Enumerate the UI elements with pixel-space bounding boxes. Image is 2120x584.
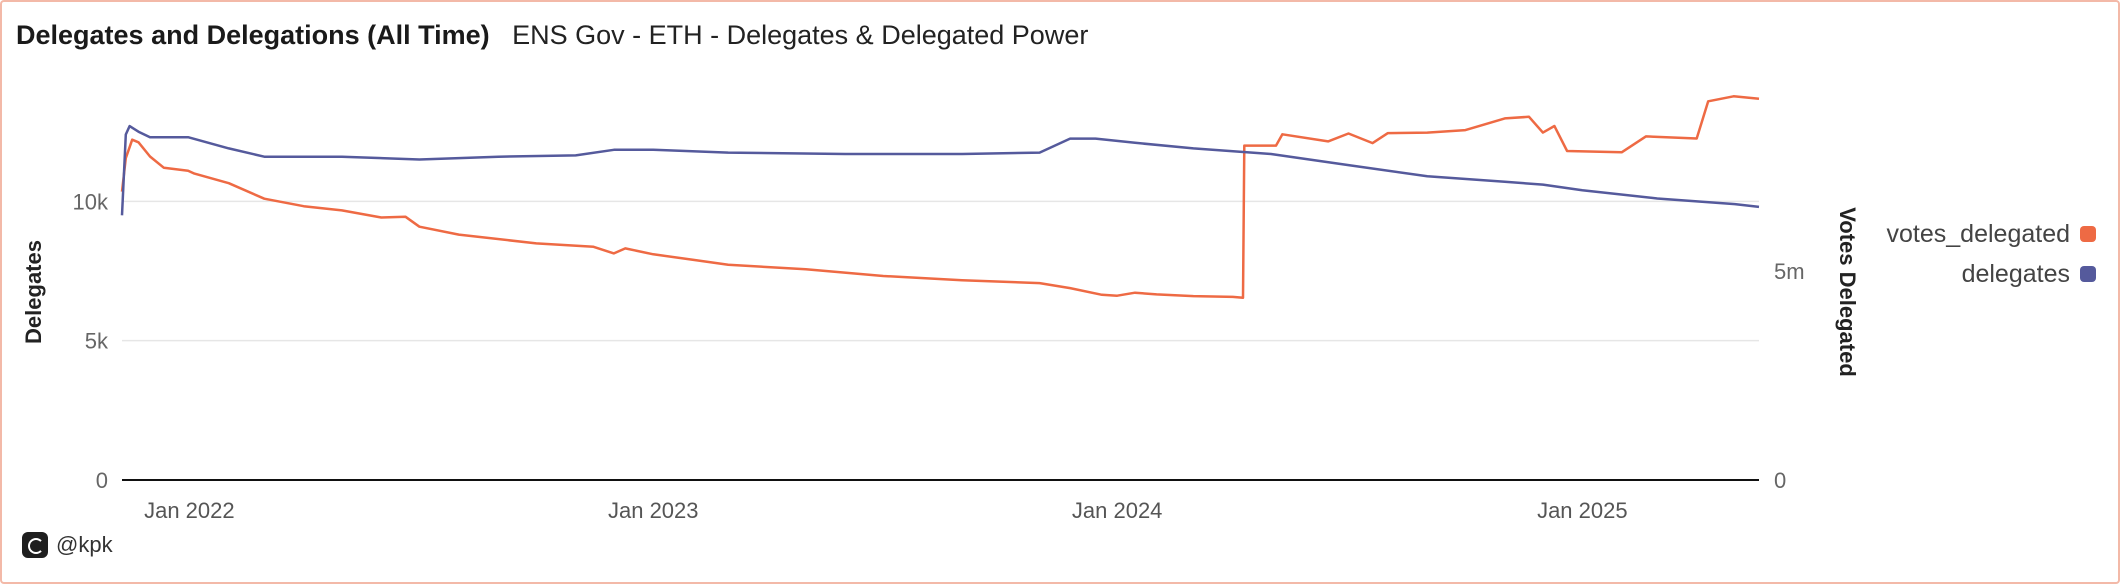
legend: votes_delegated delegates	[1887, 214, 2096, 294]
x-tick-label: Jan 2024	[1072, 498, 1163, 523]
chart-header: Delegates and Delegations (All Time) ENS…	[16, 20, 1088, 51]
legend-item-votes-delegated[interactable]: votes_delegated	[1887, 214, 2096, 254]
series-line-votes-delegated	[120, 95, 1760, 300]
chart-subtitle: ENS Gov - ETH - Delegates & Delegated Po…	[512, 20, 1089, 50]
y-axis-title: Delegates	[21, 240, 46, 344]
y2-tick-label: 0	[1774, 468, 1786, 493]
legend-label: delegates	[1961, 259, 2070, 288]
series-line-delegates	[120, 124, 1760, 216]
legend-item-delegates[interactable]: delegates	[1887, 254, 2096, 294]
x-tick-label: Jan 2023	[608, 498, 699, 523]
footer: @kpk	[22, 532, 113, 558]
y-tick-label: 0	[96, 468, 108, 493]
x-tick-label: Jan 2022	[144, 498, 235, 523]
grid-lines	[122, 200, 1759, 342]
legend-swatch	[2080, 226, 2096, 242]
y2-axis-title: Votes Delegated	[1835, 207, 1860, 377]
legend-label: votes_delegated	[1886, 219, 2070, 248]
y-tick-label: 5k	[85, 329, 109, 354]
x-tick-label: Jan 2025	[1537, 498, 1628, 523]
chart-title: Delegates and Delegations (All Time)	[16, 20, 490, 50]
y-tick-label: 10k	[73, 189, 109, 214]
dune-logo-icon	[22, 532, 48, 558]
y2-tick-label: 5m	[1774, 259, 1805, 284]
author-handle[interactable]: @kpk	[56, 532, 113, 557]
series-lines	[120, 95, 1760, 300]
axes: 0 5k 10k 0 5m Jan 2022 Jan 2023 Jan 2024 Jan 202…	[21, 189, 1860, 523]
legend-swatch	[2080, 266, 2096, 282]
